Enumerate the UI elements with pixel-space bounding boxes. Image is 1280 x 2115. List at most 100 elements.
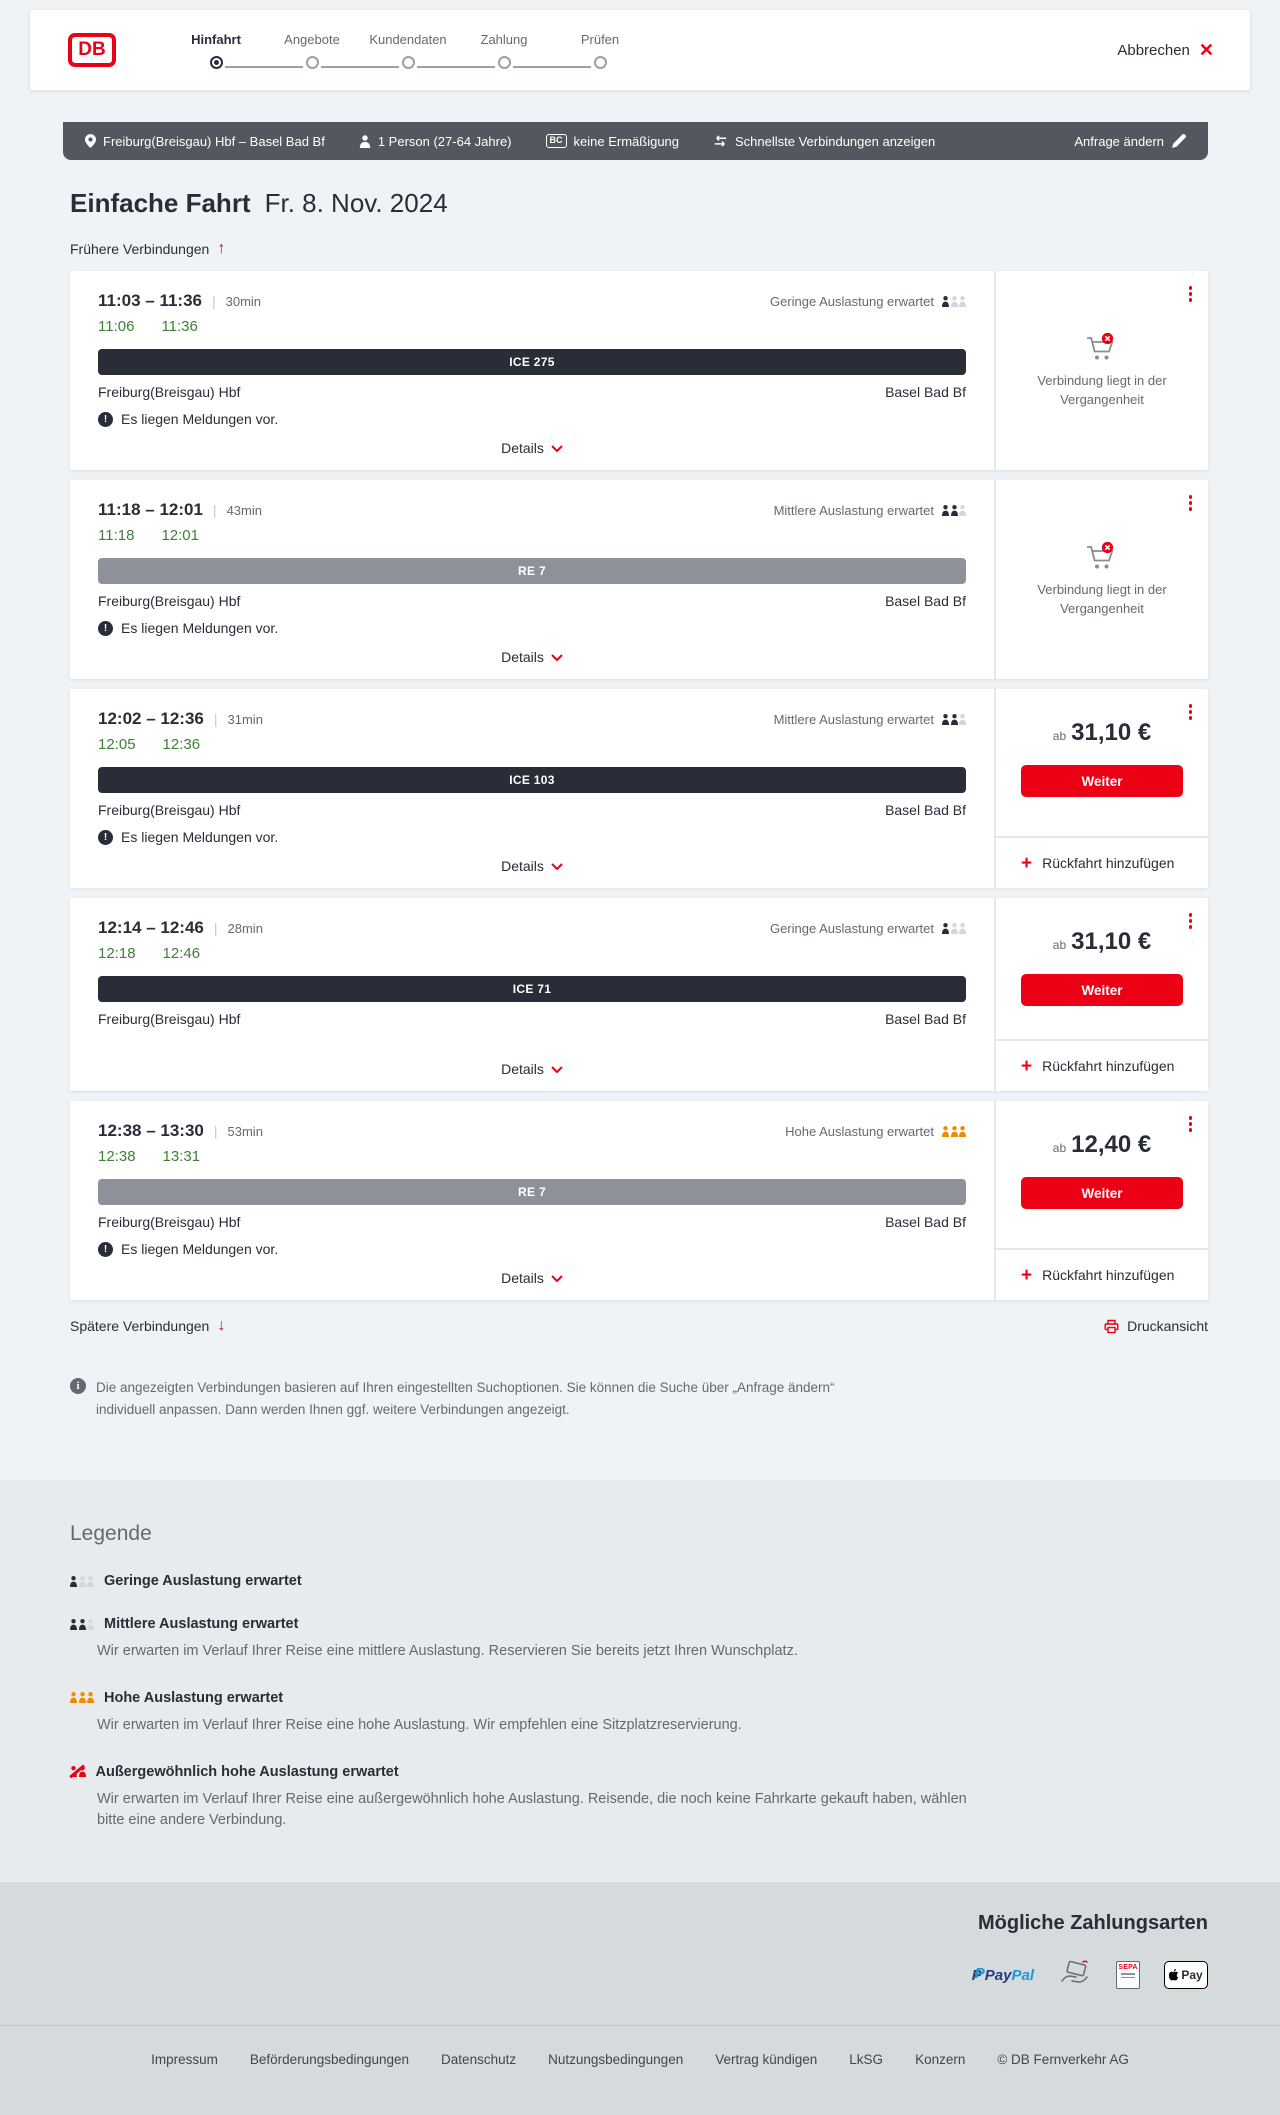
more-options-button[interactable] [1187,284,1195,304]
step-pruefen[interactable]: Prüfen [552,32,648,69]
footer-link-nutzungsbedingungen[interactable]: Nutzungsbedingungen [548,2052,684,2068]
details-toggle[interactable]: Details [98,1061,966,1077]
applepay-icon: Pay [1164,1961,1208,1990]
details-toggle[interactable]: Details [98,858,966,874]
duration: 43min [226,502,262,518]
add-return-button[interactable]: + Rückfahrt hinzufügen [996,1039,1208,1091]
connection-card: 12:14 – 12:46 | 28min Geringe Auslastung… [70,898,1208,1091]
past-connection-text: Verbindung liegt in der Vergangenheit [1037,373,1167,407]
step-zahlung[interactable]: Zahlung [456,32,591,69]
time-range: 12:02 – 12:36 [98,709,204,728]
connection-side-panel: Verbindung liegt in der Vergangenheit [994,480,1208,679]
occupancy-label: Geringe Auslastung erwartet [769,293,934,309]
app-header: DB Hinfahrt Angebote Kundendaten Zahlung… [30,10,1250,90]
legend-item-medium: Mittlere Auslastung erwartet Wir erwarte… [70,1616,1208,1663]
details-toggle[interactable]: Details [98,649,966,665]
footer-link-konzern[interactable]: Konzern [915,2052,966,2068]
arrow-up-icon: ↑ [217,240,226,257]
more-options-button[interactable] [1187,911,1195,931]
weiter-button[interactable]: Weiter [1021,1177,1183,1209]
step-kundendaten[interactable]: Kundendaten [360,32,495,69]
train-segment-bar[interactable]: RE 7 [98,558,966,584]
plus-icon: + [1021,852,1033,874]
realtime-times: 12:38 13:31 [98,1148,201,1165]
more-options-button[interactable] [1187,1114,1195,1134]
step-angebote[interactable]: Angebote [264,32,399,69]
chevron-down-icon [551,444,563,452]
arrival-station: Basel Bad Bf [885,1011,966,1027]
later-connections-link[interactable]: Spätere Verbindungen ↓ [70,1317,226,1335]
plus-icon: + [1021,1055,1033,1077]
print-view-link[interactable]: Druckansicht [1104,1318,1208,1334]
details-toggle[interactable]: Details [98,1270,966,1286]
train-segment-bar[interactable]: ICE 71 [98,976,966,1002]
footer-link-lksg[interactable]: LkSG [849,2052,884,2068]
step-dot-icon [593,55,607,69]
message-note: ! Es liegen Meldungen vor. [98,1241,966,1257]
change-request-button[interactable]: Anfrage ändern [1074,134,1186,149]
occupancy-high-icon [70,1692,94,1704]
db-logo: DB [68,33,116,67]
alert-icon: ! [98,1241,113,1257]
alert-icon: ! [98,829,113,845]
chevron-down-icon [551,1274,563,1282]
search-options-note: i Die angezeigten Verbindungen basieren … [70,1378,1208,1420]
train-segment-bar[interactable]: ICE 103 [98,767,966,793]
departure-station: Freiburg(Breisgau) Hbf [98,384,241,400]
progress-stepper: Hinfahrt Angebote Kundendaten Zahlung Pr… [168,32,648,69]
add-return-button[interactable]: + Rückfahrt hinzufügen [996,836,1208,888]
location-pin-icon [85,134,96,148]
time-range: 11:18 – 12:01 [98,500,203,519]
occupancy-medium-icon [942,504,966,516]
occupancy-low-icon [70,1575,94,1587]
footer-link-impressum[interactable]: Impressum [151,2052,218,2068]
train-segment-bar[interactable]: ICE 275 [98,349,966,375]
footer-link-datenschutz[interactable]: Datenschutz [441,2052,517,2068]
legend-section: Legende Geringe Auslastung erwartet Mitt… [0,1480,1280,1883]
message-note: ! Es liegen Meldungen vor. [98,620,966,636]
message-note: ! Es liegen Meldungen vor. [98,829,966,845]
pencil-icon [1172,134,1186,148]
price-value: 31,10 € [1071,719,1152,746]
time-range: 12:38 – 13:30 [98,1121,204,1140]
fastest-connections-summary: Schnellste Verbindungen anzeigen [713,134,935,149]
connection-card: 11:03 – 11:36 | 30min Geringe Auslastung… [70,271,1208,470]
cart-unavailable-icon [1087,333,1114,360]
occupancy-low-icon [942,922,966,934]
footer: Impressum Beförderungsbedingungen Datens… [0,2025,1280,2115]
occupancy-exceptional-icon [69,1764,86,1779]
realtime-times: 12:18 12:46 [98,945,201,962]
more-options-button[interactable] [1187,702,1195,722]
weiter-button[interactable]: Weiter [1021,974,1183,1006]
arrival-station: Basel Bad Bf [885,384,966,400]
arrival-station: Basel Bad Bf [885,1214,966,1230]
payment-title: Mögliche Zahlungsarten [977,1912,1208,1935]
time-range: 11:03 – 11:36 [98,291,202,310]
details-toggle[interactable]: Details [98,440,966,456]
step-dot-icon [497,55,511,69]
earlier-connections-link[interactable]: Frühere Verbindungen ↑ [70,240,226,258]
more-options-button[interactable] [1187,493,1195,513]
arrival-station: Basel Bad Bf [885,802,966,818]
connection-side-panel: Verbindung liegt in der Vergangenheit [994,271,1208,470]
connection-side-panel: ab 31,10 € Weiter + Rückfahrt hinzufügen [994,898,1208,1091]
footer-link-befoerderungsbedingungen[interactable]: Beförderungsbedingungen [249,2052,410,2068]
travel-date: Fr. 8. Nov. 2024 [264,188,448,218]
connection-main: 12:14 – 12:46 | 28min Geringe Auslastung… [98,918,966,1077]
cancel-button[interactable]: Abbrechen ✕ [1117,40,1214,60]
connection-list: 11:03 – 11:36 | 30min Geringe Auslastung… [70,271,1208,1300]
arrival-station: Basel Bad Bf [885,593,966,609]
weiter-button[interactable]: Weiter [1021,765,1183,797]
person-icon [359,134,371,148]
occupancy-medium-icon [70,1618,94,1630]
add-return-button[interactable]: + Rückfahrt hinzufügen [996,1248,1208,1300]
creditcard-hand-icon [1061,1960,1088,1983]
step-hinfahrt[interactable]: Hinfahrt [168,32,303,69]
train-segment-bar[interactable]: RE 7 [98,1179,966,1205]
realtime-times: 11:06 11:36 [98,318,198,335]
footer-link-vertrag-kuendigen[interactable]: Vertrag kündigen [715,2052,818,2068]
occupancy-label: Mittlere Auslastung erwartet [773,711,934,727]
duration: 30min [225,293,262,309]
legend-item-exceptional: Außergewöhnlich hohe Auslastung erwartet… [69,1764,1208,1833]
